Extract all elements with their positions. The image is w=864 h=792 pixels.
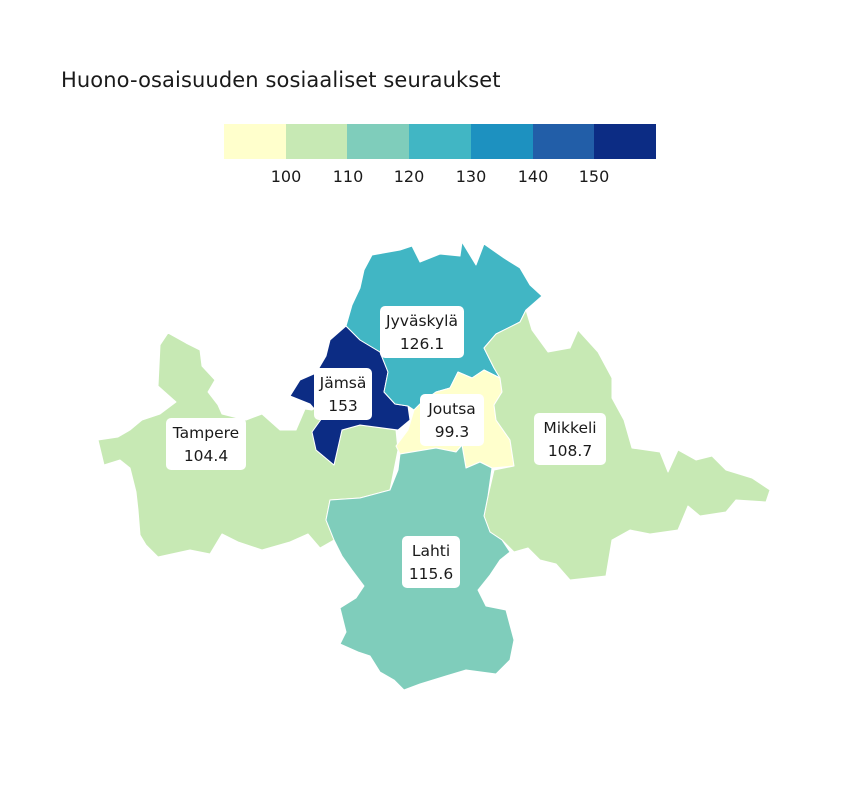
label-box	[314, 368, 372, 420]
legend-tick-label: 150	[578, 167, 610, 186]
region-name: Lahti	[412, 542, 450, 560]
legend-tick-label: 110	[332, 167, 364, 186]
label-jyvaskyla: Jyväskylä 126.1	[380, 306, 464, 358]
label-box	[534, 413, 606, 465]
legend-tick-label: 130	[455, 167, 487, 186]
region-name: Tampere	[172, 424, 239, 442]
color-legend: 100 110 120 130 140 150	[224, 124, 657, 194]
legend-swatch	[532, 124, 595, 159]
legend-tick-label: 100	[270, 167, 302, 186]
region-value: 108.7	[548, 442, 592, 460]
region-name: Jyväskylä	[385, 312, 458, 330]
region-name: Joutsa	[427, 400, 476, 418]
legend-swatch	[347, 124, 410, 159]
label-box	[420, 394, 484, 446]
region-value: 104.4	[184, 447, 228, 465]
legend-tick-label: 120	[393, 167, 425, 186]
legend-swatch	[224, 124, 286, 159]
legend-swatch	[409, 124, 471, 159]
region-mikkeli[interactable]	[483, 309, 771, 581]
region-value: 99.3	[435, 423, 470, 441]
legend-color-bar	[224, 124, 657, 159]
region-name: Mikkeli	[543, 419, 596, 437]
map-title: Huono-osaisuuden sosiaaliset seuraukset	[61, 68, 501, 92]
label-box	[380, 306, 464, 358]
region-name: Jämsä	[319, 374, 367, 392]
region-value: 115.6	[409, 565, 453, 583]
label-box	[166, 418, 246, 470]
legend-tick-label: 140	[517, 167, 549, 186]
label-box	[402, 536, 460, 588]
label-tampere: Tampere 104.4	[166, 418, 246, 470]
label-mikkeli: Mikkeli 108.7	[534, 413, 606, 465]
label-lahti: Lahti 115.6	[402, 536, 460, 588]
region-value: 153	[328, 397, 358, 415]
legend-swatch	[470, 124, 533, 159]
legend-swatch	[285, 124, 348, 159]
legend-swatch	[594, 124, 657, 159]
label-jamsa: Jämsä 153	[314, 368, 372, 420]
region-value: 126.1	[400, 335, 444, 353]
label-joutsa: Joutsa 99.3	[420, 394, 484, 446]
